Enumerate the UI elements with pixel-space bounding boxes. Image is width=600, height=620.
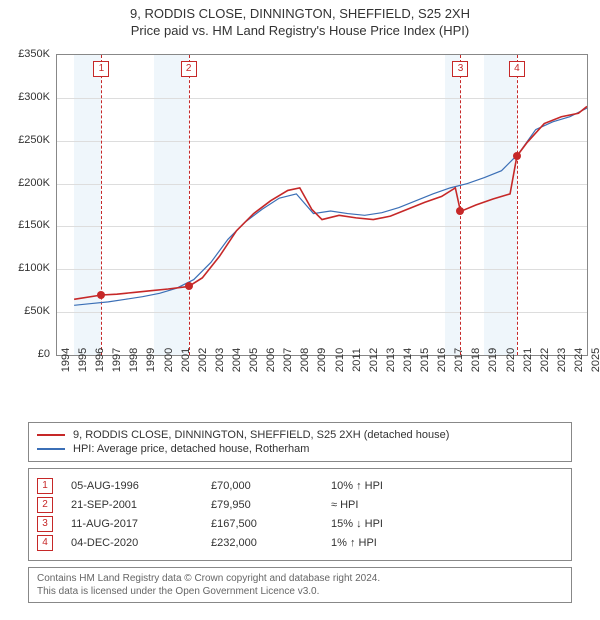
event-price: £70,000 bbox=[211, 480, 331, 492]
legend-label: HPI: Average price, detached house, Roth… bbox=[73, 443, 309, 455]
x-tick-label: 2010 bbox=[334, 348, 346, 372]
series-svg bbox=[57, 55, 587, 355]
event-number: 3 bbox=[37, 516, 53, 532]
legend-swatch bbox=[37, 448, 65, 450]
x-tick-label: 1996 bbox=[94, 348, 106, 372]
x-tick-label: 2014 bbox=[402, 348, 414, 372]
title-line-1: 9, RODDIS CLOSE, DINNINGTON, SHEFFIELD, … bbox=[0, 6, 600, 21]
x-tick-label: 2017 bbox=[453, 348, 465, 372]
legend-label: 9, RODDIS CLOSE, DINNINGTON, SHEFFIELD, … bbox=[73, 429, 449, 441]
event-date: 05-AUG-1996 bbox=[71, 480, 211, 492]
x-tick-label: 2022 bbox=[539, 348, 551, 372]
event-row: 2 21-SEP-2001£79,950≈ HPI bbox=[37, 497, 563, 513]
x-tick-label: 2005 bbox=[248, 348, 260, 372]
event-price: £232,000 bbox=[211, 537, 331, 549]
x-tick-label: 2024 bbox=[573, 348, 585, 372]
legend-item: HPI: Average price, detached house, Roth… bbox=[37, 443, 563, 455]
event-marker-dot bbox=[513, 152, 521, 160]
x-tick-label: 2011 bbox=[351, 348, 363, 372]
x-tick-label: 2021 bbox=[522, 348, 534, 372]
x-tick-label: 2006 bbox=[265, 348, 277, 372]
event-marker-dot bbox=[185, 282, 193, 290]
event-delta: 15% ↓ HPI bbox=[331, 518, 563, 530]
event-delta: ≈ HPI bbox=[331, 499, 563, 511]
x-tick-label: 2019 bbox=[487, 348, 499, 372]
y-tick-label: £300K bbox=[0, 91, 50, 103]
y-tick-label: £0 bbox=[0, 348, 50, 360]
footer-line-1: Contains HM Land Registry data © Crown c… bbox=[37, 572, 563, 585]
events-table: 1 05-AUG-1996£70,00010% ↑ HPI 2 21-SEP-2001… bbox=[28, 468, 572, 561]
event-marker-dot bbox=[456, 207, 464, 215]
event-row: 3 11-AUG-2017£167,50015% ↓ HPI bbox=[37, 516, 563, 532]
y-tick-label: £200K bbox=[0, 177, 50, 189]
plot-area: 1234 bbox=[56, 54, 588, 356]
x-tick-label: 2016 bbox=[436, 348, 448, 372]
chart-container: 9, RODDIS CLOSE, DINNINGTON, SHEFFIELD, … bbox=[0, 0, 600, 603]
event-date: 11-AUG-2017 bbox=[71, 518, 211, 530]
x-tick-label: 2008 bbox=[299, 348, 311, 372]
legend-item: 9, RODDIS CLOSE, DINNINGTON, SHEFFIELD, … bbox=[37, 429, 563, 441]
x-tick-label: 2012 bbox=[368, 348, 380, 372]
title-line-2: Price paid vs. HM Land Registry's House … bbox=[0, 23, 600, 38]
x-tick-label: 2009 bbox=[316, 348, 328, 372]
x-tick-label: 1999 bbox=[145, 348, 157, 372]
event-date: 21-SEP-2001 bbox=[71, 499, 211, 511]
x-tick-label: 2002 bbox=[197, 348, 209, 372]
event-delta: 1% ↑ HPI bbox=[331, 537, 563, 549]
x-tick-label: 2015 bbox=[419, 348, 431, 372]
event-row: 4 04-DEC-2020£232,0001% ↑ HPI bbox=[37, 535, 563, 551]
x-tick-label: 1997 bbox=[111, 348, 123, 372]
x-tick-label: 2025 bbox=[590, 348, 600, 372]
event-number: 2 bbox=[37, 497, 53, 513]
x-tick-label: 1998 bbox=[128, 348, 140, 372]
y-tick-label: £250K bbox=[0, 134, 50, 146]
y-tick-label: £150K bbox=[0, 219, 50, 231]
event-marker-dot bbox=[97, 291, 105, 299]
event-number: 1 bbox=[37, 478, 53, 494]
x-tick-label: 2000 bbox=[163, 348, 175, 372]
titles: 9, RODDIS CLOSE, DINNINGTON, SHEFFIELD, … bbox=[0, 0, 600, 38]
x-tick-label: 1995 bbox=[77, 348, 89, 372]
event-number: 4 bbox=[37, 535, 53, 551]
legend: 9, RODDIS CLOSE, DINNINGTON, SHEFFIELD, … bbox=[28, 422, 572, 462]
x-tick-label: 1994 bbox=[60, 348, 72, 372]
event-price: £167,500 bbox=[211, 518, 331, 530]
x-tick-label: 2007 bbox=[282, 348, 294, 372]
event-date: 04-DEC-2020 bbox=[71, 537, 211, 549]
footer-attribution: Contains HM Land Registry data © Crown c… bbox=[28, 567, 572, 603]
x-tick-label: 2001 bbox=[180, 348, 192, 372]
footer-line-2: This data is licensed under the Open Gov… bbox=[37, 585, 563, 598]
x-tick-label: 2004 bbox=[231, 348, 243, 372]
series-hpi bbox=[74, 108, 587, 305]
x-tick-label: 2020 bbox=[505, 348, 517, 372]
x-tick-label: 2018 bbox=[470, 348, 482, 372]
x-tick-label: 2013 bbox=[385, 348, 397, 372]
y-tick-label: £100K bbox=[0, 262, 50, 274]
event-delta: 10% ↑ HPI bbox=[331, 480, 563, 492]
series-price_paid bbox=[74, 106, 587, 299]
chart-area: 1234 £0 £50K £100K £150K £200K £250K £300K £350K… bbox=[0, 44, 600, 414]
y-tick-label: £50K bbox=[0, 305, 50, 317]
x-tick-label: 2003 bbox=[214, 348, 226, 372]
x-tick-label: 2023 bbox=[556, 348, 568, 372]
event-row: 1 05-AUG-1996£70,00010% ↑ HPI bbox=[37, 478, 563, 494]
legend-swatch bbox=[37, 434, 65, 436]
y-tick-label: £350K bbox=[0, 48, 50, 60]
event-price: £79,950 bbox=[211, 499, 331, 511]
